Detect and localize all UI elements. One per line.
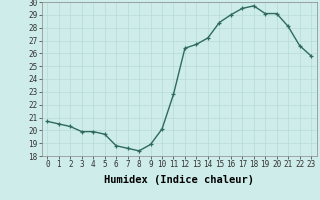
X-axis label: Humidex (Indice chaleur): Humidex (Indice chaleur)	[104, 175, 254, 185]
